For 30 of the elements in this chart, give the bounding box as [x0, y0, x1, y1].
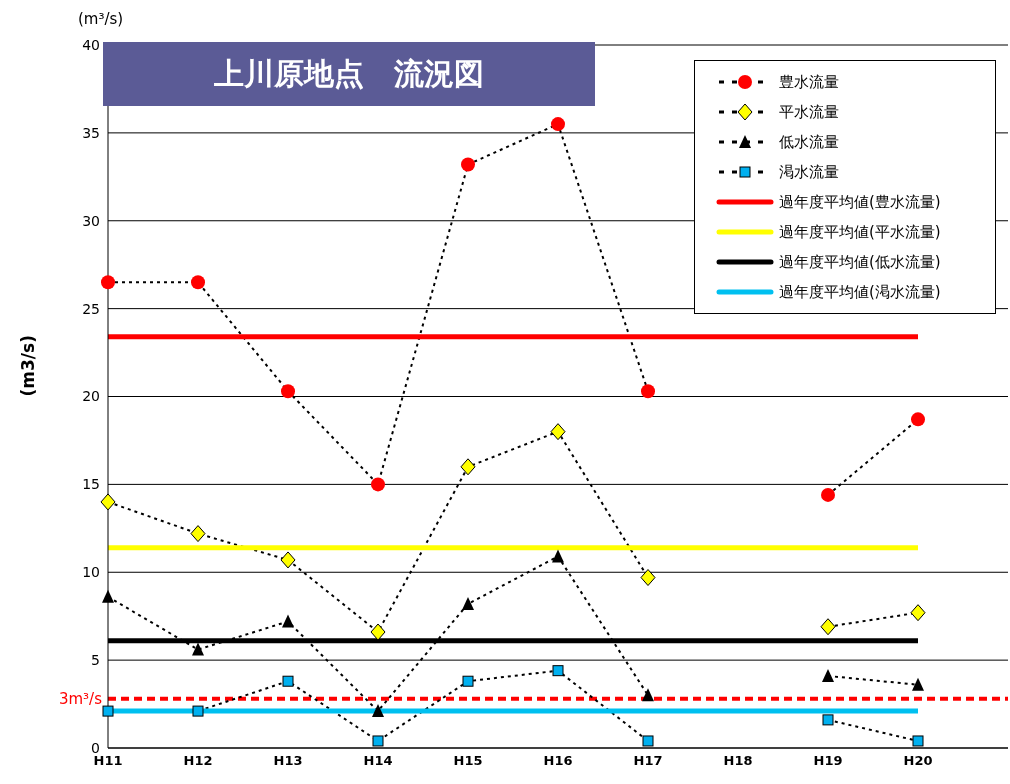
- y-axis-title: (m3/s): [18, 335, 39, 397]
- legend-label: 平水流量: [779, 102, 839, 122]
- legend-label: 渇水流量: [779, 162, 839, 182]
- x-tick-label: H14: [363, 753, 393, 769]
- x-tick-label: H20: [903, 753, 933, 769]
- y-tick-label: 30: [82, 212, 100, 229]
- y-tick-label: 20: [82, 388, 100, 405]
- x-tick-label: H12: [183, 753, 213, 769]
- y-tick-label: 0: [91, 739, 100, 756]
- y-tick-label: 10: [82, 564, 100, 581]
- text: (m³/s): [78, 10, 124, 28]
- x-tick-label: H17: [633, 753, 663, 769]
- legend-label: 過年度平均値(平水流量): [779, 222, 941, 242]
- legend-label: 豊水流量: [779, 72, 839, 92]
- legend-label: 低水流量: [779, 132, 839, 152]
- x-tick-label: H16: [543, 753, 573, 769]
- x-tick-label: H15: [453, 753, 483, 769]
- x-tick-label: H19: [813, 753, 843, 769]
- ref-line-label: 3m³/s: [58, 689, 103, 708]
- legend-label: 過年度平均値(豊水流量): [779, 192, 941, 212]
- y-tick-label: 35: [82, 124, 100, 141]
- y-tick-label: 25: [82, 300, 100, 317]
- x-tick-label: H18: [723, 753, 753, 769]
- y-tick-label: 5: [91, 652, 100, 669]
- x-tick-label: H11: [93, 753, 123, 769]
- x-tick-label: H13: [273, 753, 303, 769]
- y-tick-label: 15: [82, 476, 100, 493]
- legend-label: 過年度平均値(低水流量): [779, 252, 941, 272]
- legend-label: 過年度平均値(渇水流量): [779, 282, 941, 302]
- y-tick-label: 40: [82, 36, 100, 53]
